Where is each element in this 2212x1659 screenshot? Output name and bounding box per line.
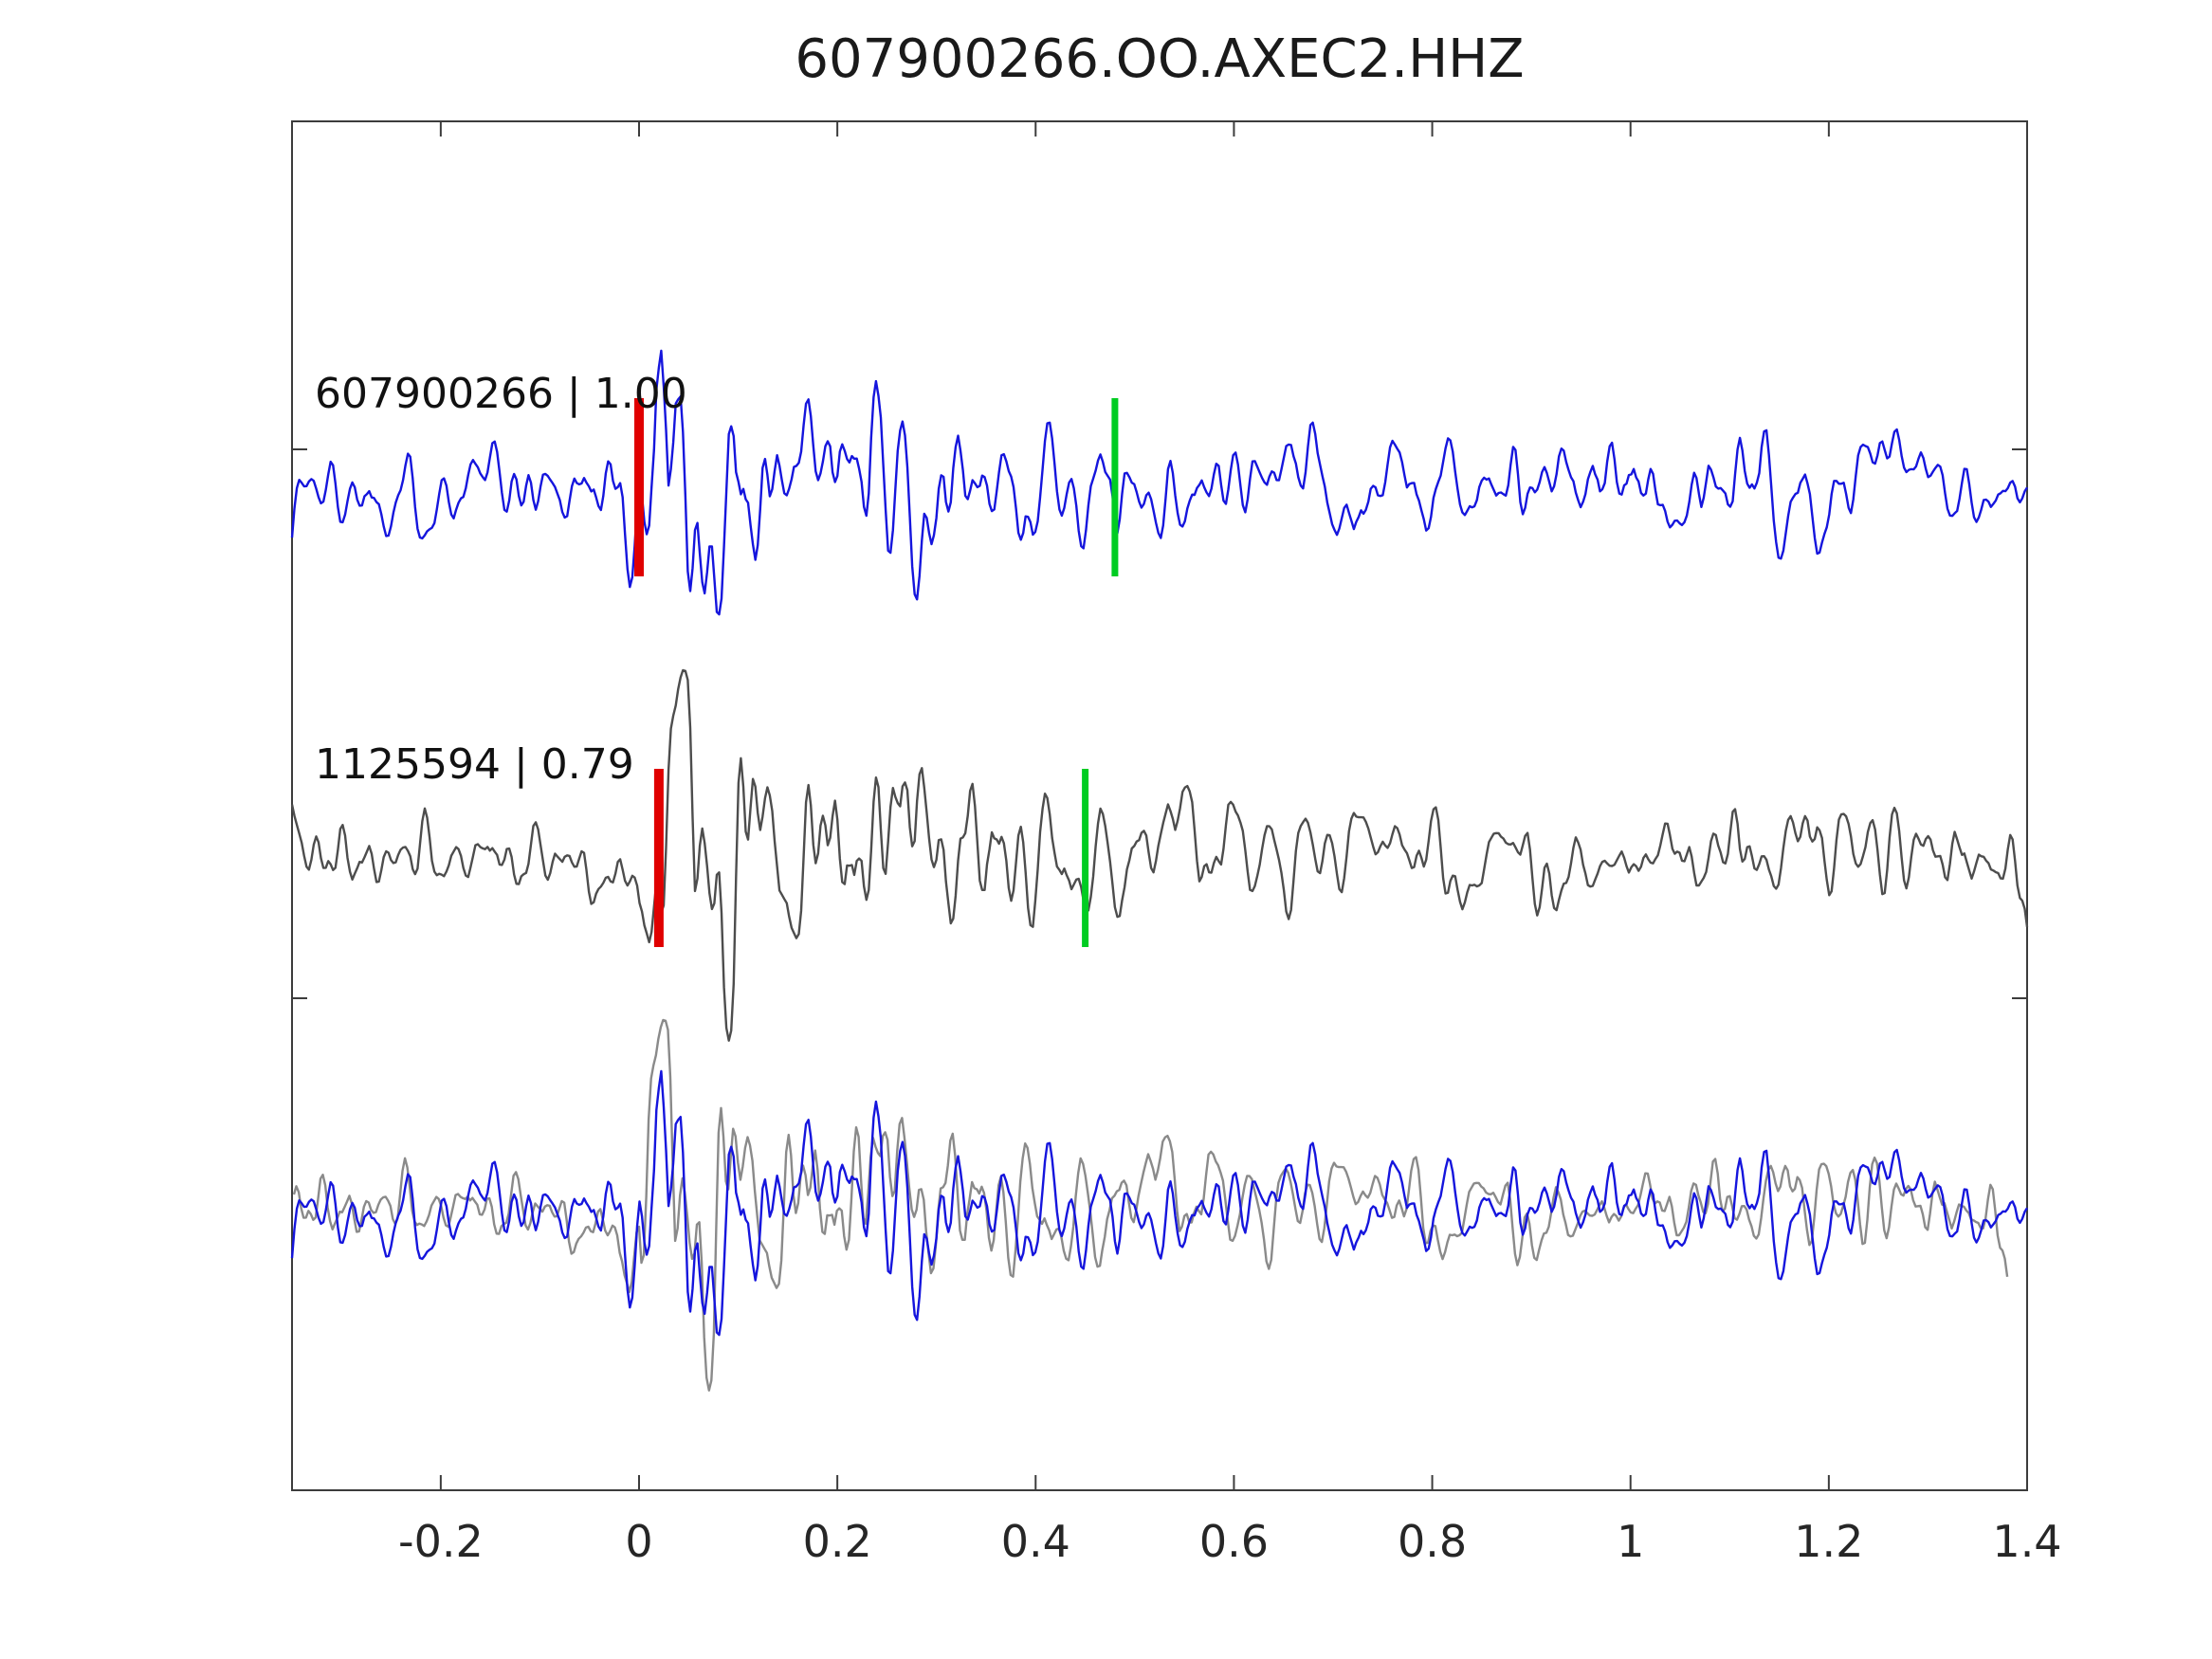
pick-marker [653, 769, 664, 947]
axes-frame [291, 120, 2028, 1491]
figure-title: 607900266.OO.AXEC2.HHZ [795, 28, 1525, 90]
x-tick-label: 1.2 [1794, 1516, 1863, 1567]
waveform-overlay [290, 1069, 2029, 1337]
waveform-1125594 [290, 668, 2029, 1042]
x-tick-label: 0.8 [1398, 1516, 1467, 1567]
x-tick-label: 0 [625, 1516, 652, 1567]
x-tick-label: 0.6 [1199, 1516, 1269, 1567]
trace-label: 607900266 | 1.00 [315, 370, 687, 418]
window-marker [1082, 769, 1089, 947]
pick-marker [634, 398, 644, 576]
x-tick-label: 1.4 [1992, 1516, 2061, 1567]
x-tick-label: 1 [1617, 1516, 1644, 1567]
x-tick-label: 0.2 [803, 1516, 872, 1567]
waveform-overlay [292, 1018, 2009, 1392]
window-marker [1111, 398, 1119, 576]
trace-label: 1125594 | 0.79 [315, 740, 634, 789]
waveform-607900266 [290, 349, 2029, 616]
x-tick-label: 0.4 [1001, 1516, 1070, 1567]
x-tick-label: -0.2 [398, 1516, 484, 1567]
